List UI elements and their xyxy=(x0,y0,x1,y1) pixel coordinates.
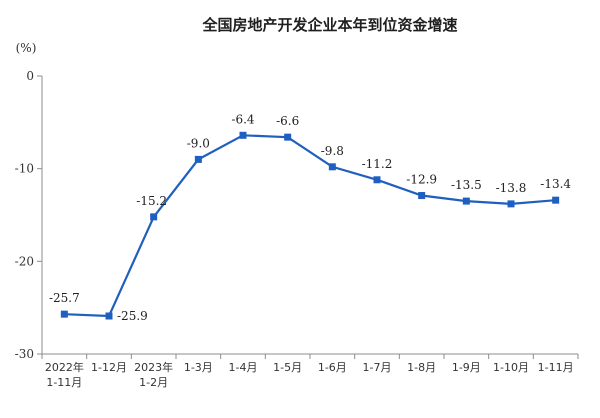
x-tick-label: 1-6月 xyxy=(318,361,347,374)
y-axis-ticks: 0 -10 -20 -30 xyxy=(15,69,42,361)
data-label: -9.0 xyxy=(187,136,210,150)
chart-title: 全国房地产开发企业本年到位资金增速 xyxy=(201,16,457,34)
data-point xyxy=(418,192,426,200)
x-tick-label: 2022年 xyxy=(45,360,84,374)
data-label: -6.4 xyxy=(231,112,255,126)
data-label: -13.5 xyxy=(451,178,482,192)
data-label: -6.6 xyxy=(276,114,299,128)
data-point xyxy=(507,200,515,208)
series-line xyxy=(64,134,556,318)
x-tick-label: 1-9月 xyxy=(452,361,481,374)
data-point xyxy=(373,176,381,184)
data-labels: -25.7 -25.9 -15.2 -9.0 -6.4 -6.6 -9.8 -11.2 -12.… xyxy=(49,112,571,323)
data-point xyxy=(328,163,336,171)
x-tick-label: 1-8月 xyxy=(407,361,436,374)
data-label: -25.7 xyxy=(49,291,80,305)
y-tick-label: -20 xyxy=(15,254,34,268)
x-axis-ticks: 2022年 1-11月 1-12月 2023年 1-2月 1-3月 1-4月 1-5月 1-6月… xyxy=(41,354,579,389)
data-point xyxy=(105,312,113,320)
x-tick-label: 1-7月 xyxy=(363,361,392,374)
x-tick-label: 1-2月 xyxy=(139,376,168,389)
data-label: -11.2 xyxy=(362,157,393,171)
x-tick-label: 1-3月 xyxy=(184,361,213,374)
x-tick-label: 2023年 xyxy=(134,360,173,374)
x-tick-label: 1-4月 xyxy=(229,361,258,374)
y-tick-label: 0 xyxy=(26,69,34,83)
data-point xyxy=(462,197,470,205)
data-points xyxy=(60,131,560,320)
data-label: -13.8 xyxy=(496,181,527,195)
data-point xyxy=(239,131,247,139)
data-point xyxy=(60,310,68,318)
data-label: -13.4 xyxy=(540,177,571,191)
data-label: -25.9 xyxy=(117,309,148,323)
y-axis-unit: (%) xyxy=(16,41,37,55)
data-label: -15.2 xyxy=(136,194,167,208)
x-tick-label: 1-11月 xyxy=(538,361,574,374)
data-label: -12.9 xyxy=(406,173,437,187)
x-tick-label: 1-10月 xyxy=(493,361,529,374)
data-label: -9.8 xyxy=(321,144,344,158)
x-tick-label: 1-5月 xyxy=(273,361,302,374)
data-point xyxy=(150,213,158,221)
data-point xyxy=(552,196,560,204)
data-point xyxy=(194,155,202,163)
y-tick-label: -30 xyxy=(15,347,34,361)
y-tick-label: -10 xyxy=(15,162,34,176)
data-point xyxy=(284,133,292,141)
x-tick-label: 1-11月 xyxy=(46,376,82,389)
x-tick-label: 1-12月 xyxy=(91,361,127,374)
